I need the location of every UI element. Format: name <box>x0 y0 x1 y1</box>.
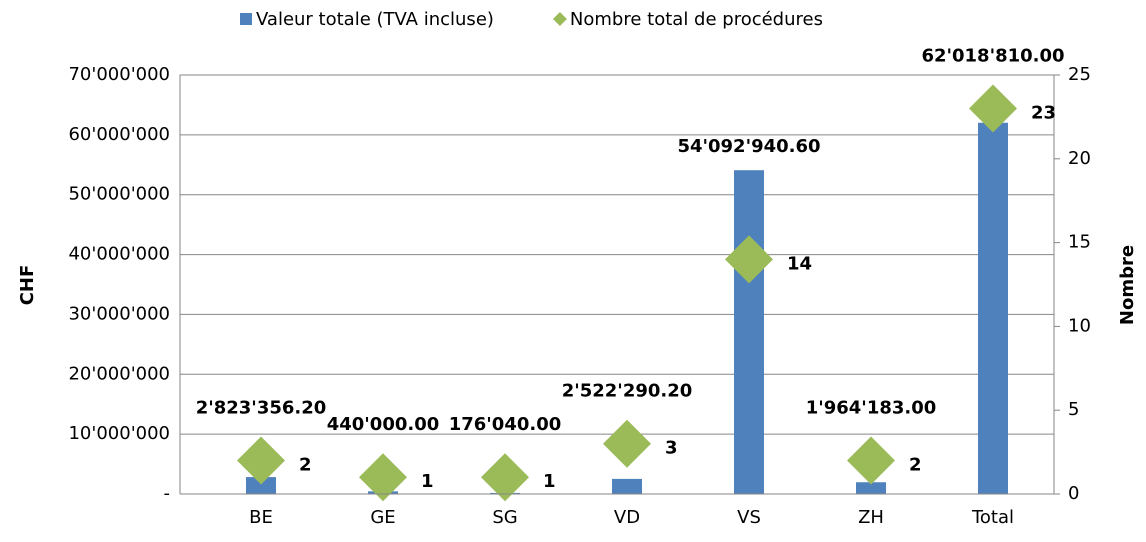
count-label: 1 <box>421 471 434 492</box>
y-tick-label: 20'000'000 <box>68 363 170 384</box>
count-label: 23 <box>1031 103 1056 124</box>
diamond-marker <box>725 235 773 284</box>
value-label: 54'092'940.60 <box>677 136 820 157</box>
y2-tick-label: 25 <box>1068 64 1091 85</box>
y-tick-label: 50'000'000 <box>68 184 170 205</box>
y2-tick-label: 20 <box>1068 148 1091 169</box>
y2-tick-label: 5 <box>1068 399 1079 420</box>
legend-label: Valeur totale (TVA incluse) <box>256 9 494 30</box>
bar <box>978 122 1008 494</box>
legend-label: Nombre total de procédures <box>570 9 823 30</box>
diamond-marker <box>969 84 1017 133</box>
y2-tick-label: 0 <box>1068 483 1079 504</box>
value-label: 2'823'356.20 <box>196 397 327 418</box>
y-tick-label: 10'000'000 <box>68 423 170 444</box>
y-tick-label: 60'000'000 <box>68 124 170 145</box>
y-tick-label: 40'000'000 <box>68 244 170 265</box>
diamond-marker <box>603 419 651 468</box>
x-tick-label: Total <box>971 507 1014 528</box>
x-tick-label: VD <box>614 507 640 528</box>
bar <box>856 482 886 494</box>
bar <box>612 478 642 494</box>
y2-axis-title: Nombre <box>1117 245 1138 325</box>
y-axis-title: CHF <box>17 265 38 306</box>
diamond-marker <box>237 436 285 485</box>
y2-tick-label: 15 <box>1068 232 1091 253</box>
y-tick-label: 70'000'000 <box>68 64 170 85</box>
bar <box>734 170 764 494</box>
legend-marker <box>552 12 567 26</box>
value-label: 440'000.00 <box>327 414 440 435</box>
count-label: 2 <box>909 454 922 475</box>
x-tick-label: GE <box>370 507 395 528</box>
value-label: 62'018'810.00 <box>921 46 1064 67</box>
x-tick-label: BE <box>249 507 273 528</box>
y-tick-label: 30'000'000 <box>68 303 170 324</box>
diamond-marker <box>481 453 529 502</box>
count-label: 1 <box>543 471 556 492</box>
count-label: 2 <box>299 454 312 475</box>
count-label: 14 <box>787 253 812 274</box>
legend-marker <box>240 13 252 25</box>
bar <box>246 477 276 494</box>
x-tick-label: VS <box>737 507 761 528</box>
diamond-marker <box>847 436 895 485</box>
x-tick-label: SG <box>492 507 517 528</box>
y2-tick-label: 10 <box>1068 315 1091 336</box>
count-label: 3 <box>665 438 678 459</box>
value-label: 1'964'183.00 <box>806 397 937 418</box>
value-label: 2'522'290.20 <box>562 381 693 402</box>
x-tick-label: ZH <box>858 507 884 528</box>
diamond-marker <box>359 453 407 502</box>
y-tick-label: - <box>164 483 171 504</box>
value-label: 176'040.00 <box>449 414 562 435</box>
